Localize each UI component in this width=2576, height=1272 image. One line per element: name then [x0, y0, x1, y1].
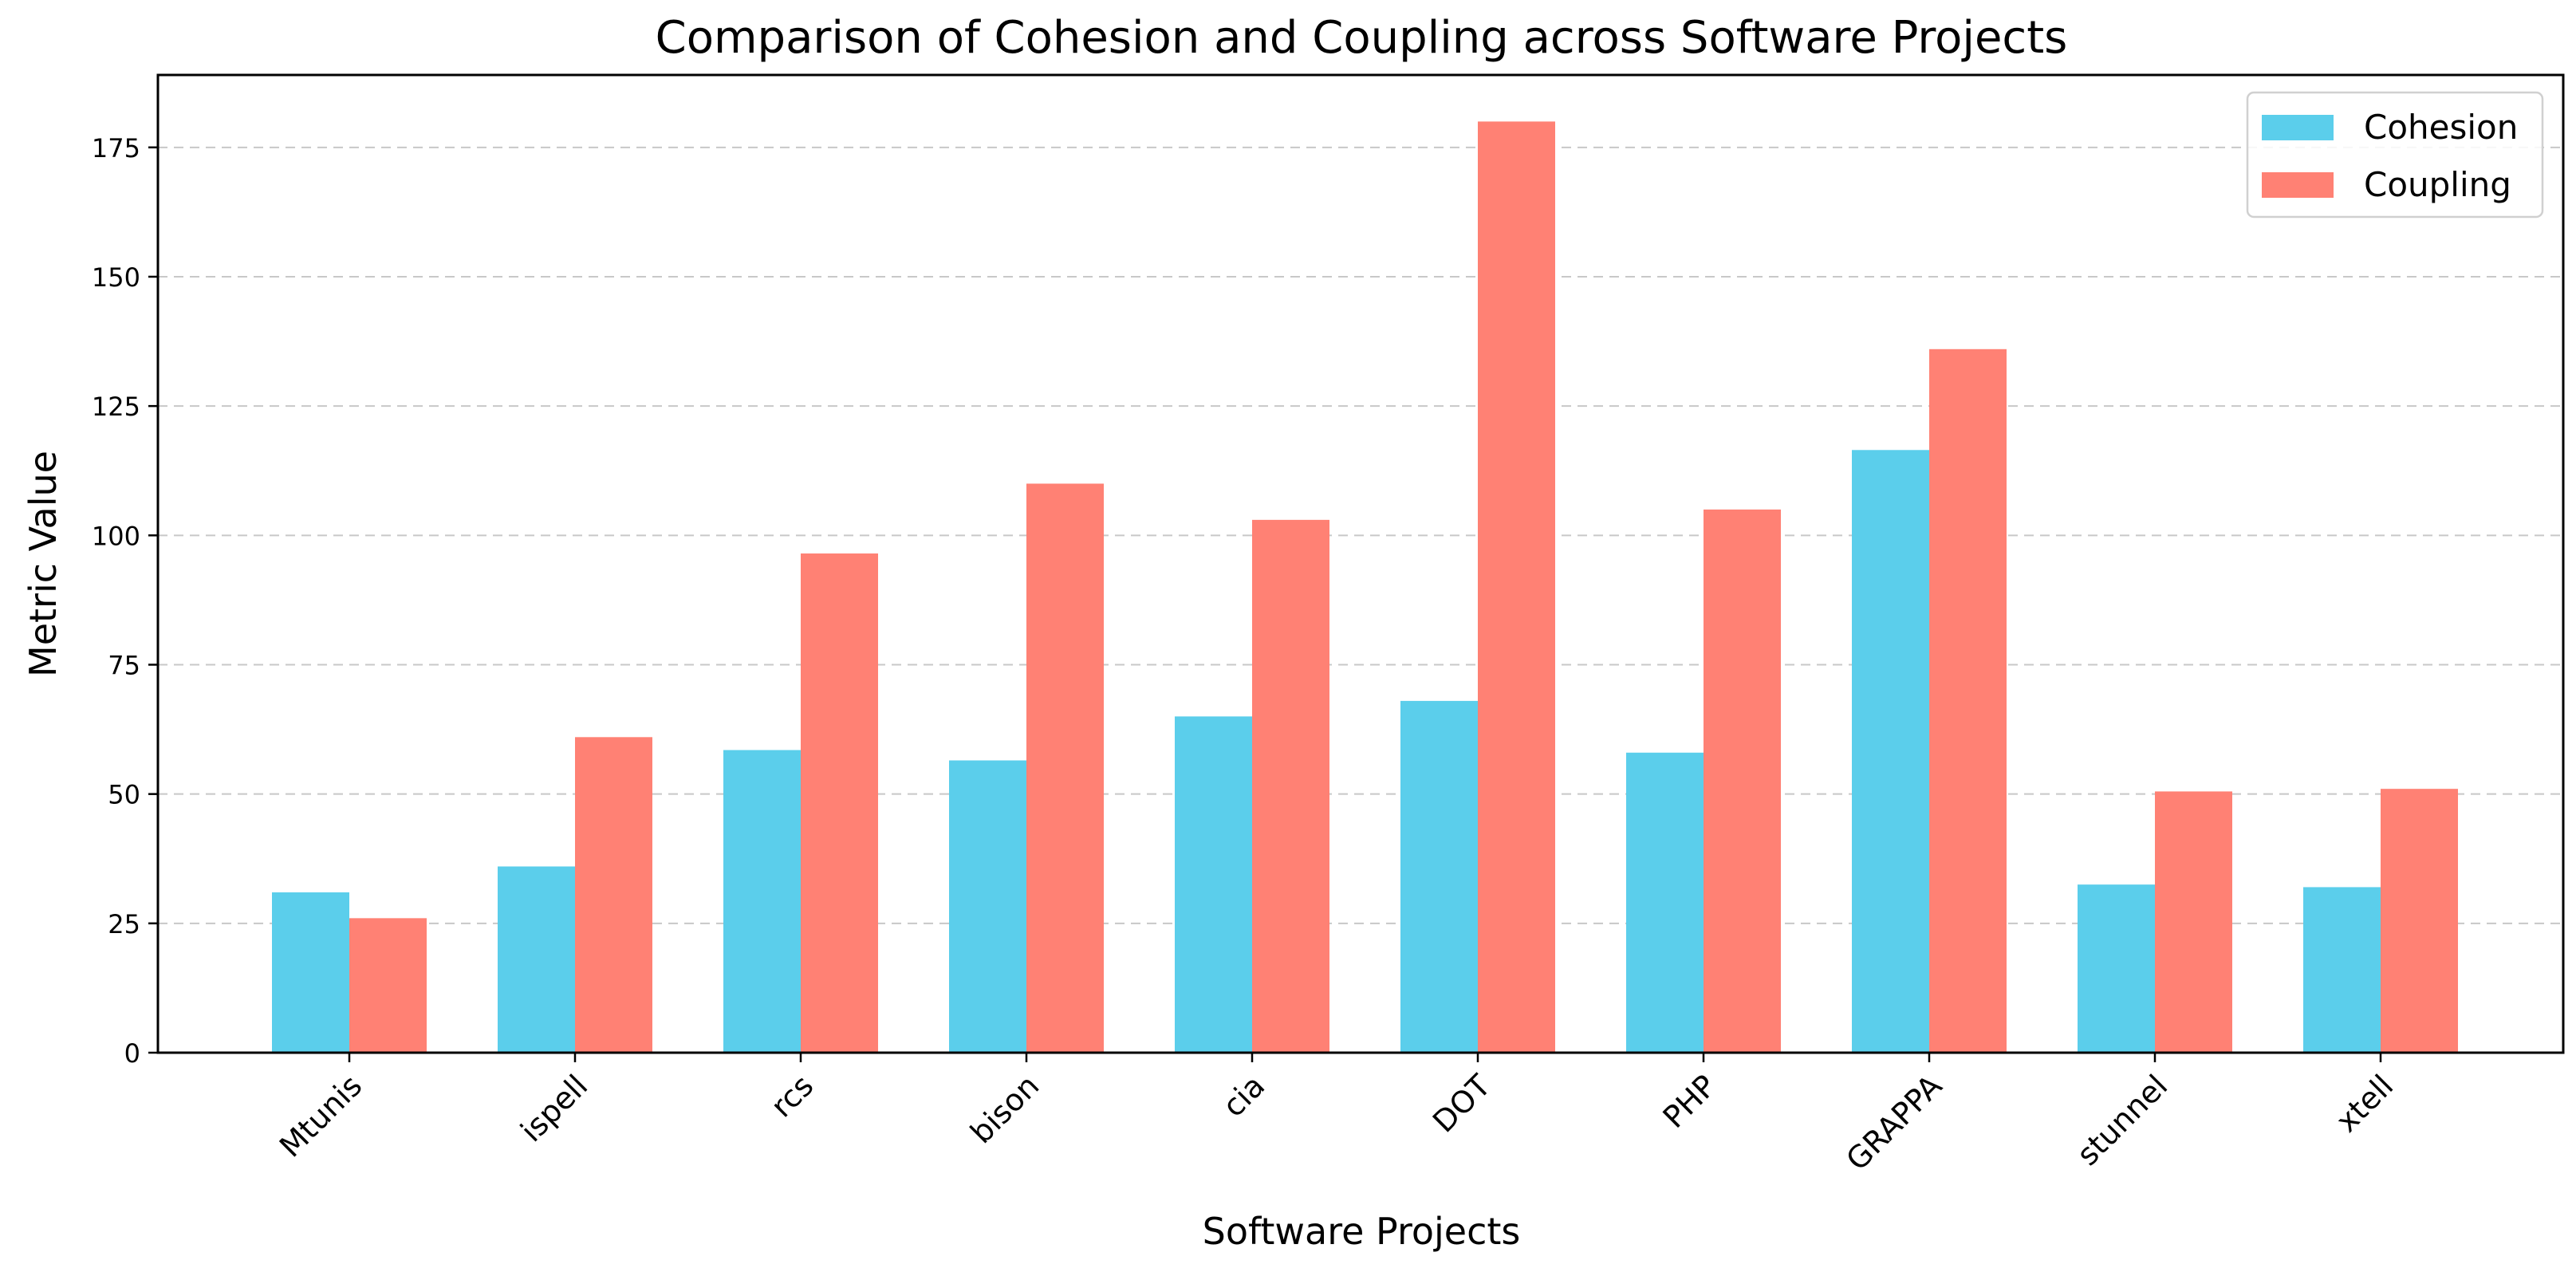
- bar-cohesion-rcs: [723, 750, 801, 1053]
- bar-coupling-php: [1704, 509, 1781, 1053]
- legend-swatch-coupling: [2262, 172, 2334, 198]
- y-tick-label: 125: [92, 392, 140, 422]
- bar-coupling-xtell: [2381, 789, 2458, 1053]
- bar-cohesion-bison: [949, 760, 1026, 1053]
- bar-coupling-grappa: [1929, 349, 2007, 1053]
- bar-cohesion-xtell: [2303, 887, 2381, 1053]
- bar-coupling-mtunis: [349, 918, 427, 1053]
- y-tick-label: 50: [108, 780, 140, 810]
- x-axis-label: Software Projects: [1203, 1210, 1521, 1253]
- x-tick-label: bison: [963, 1068, 1046, 1150]
- x-tick-label: Mtunis: [273, 1068, 368, 1164]
- bar-coupling-rcs: [801, 553, 878, 1053]
- y-tick-label: 25: [108, 909, 140, 939]
- grid-lines: [158, 146, 2563, 924]
- y-tick-label: 150: [92, 262, 140, 293]
- bar-coupling-stunnel: [2155, 791, 2232, 1053]
- chart-title: Comparison of Cohesion and Coupling acro…: [656, 12, 2068, 64]
- x-tick-label: rcs: [764, 1068, 820, 1124]
- bar-coupling-bison: [1026, 483, 1104, 1053]
- x-tick-label: ispell: [514, 1068, 594, 1148]
- bar-coupling-cia: [1252, 519, 1329, 1053]
- y-tick-label: 100: [92, 521, 140, 551]
- x-tick-label: xtell: [2329, 1068, 2400, 1139]
- x-axis: Mtunis ispell rcs bison cia DOT PHP GRAPPA stunn…: [273, 1053, 2400, 1177]
- bars: [272, 121, 2458, 1053]
- bar-cohesion-dot: [1400, 700, 1478, 1053]
- legend-swatch-cohesion: [2262, 115, 2334, 140]
- y-tick-label: 75: [108, 650, 140, 680]
- x-tick-label: cia: [1216, 1068, 1272, 1124]
- x-tick-label: DOT: [1426, 1068, 1498, 1140]
- plot-frame: [156, 73, 2565, 1054]
- y-tick-label: 175: [92, 133, 140, 163]
- legend-label-cohesion: Cohesion: [2364, 108, 2518, 147]
- x-tick-label: PHP: [1656, 1068, 1723, 1135]
- bar-cohesion-php: [1626, 752, 1704, 1053]
- bar-coupling-dot: [1478, 121, 1555, 1053]
- y-tick-label: 0: [124, 1038, 140, 1069]
- x-tick-label: stunnel: [2070, 1068, 2175, 1172]
- legend: Cohesion Coupling: [2246, 91, 2544, 219]
- bar-cohesion-grappa: [1852, 450, 1929, 1053]
- bar-cohesion-cia: [1175, 716, 1252, 1053]
- x-tick-label: GRAPPA: [1839, 1068, 1948, 1177]
- bar-cohesion-stunnel: [2078, 884, 2155, 1053]
- bar-cohesion-mtunis: [272, 892, 349, 1053]
- y-axis: 0 25 50 75 100 125 150 175: [92, 133, 158, 1069]
- bar-cohesion-ispell: [498, 866, 575, 1053]
- bar-coupling-ispell: [575, 737, 652, 1053]
- legend-label-coupling: Coupling: [2364, 165, 2511, 204]
- y-axis-label: Metric Value: [22, 451, 65, 677]
